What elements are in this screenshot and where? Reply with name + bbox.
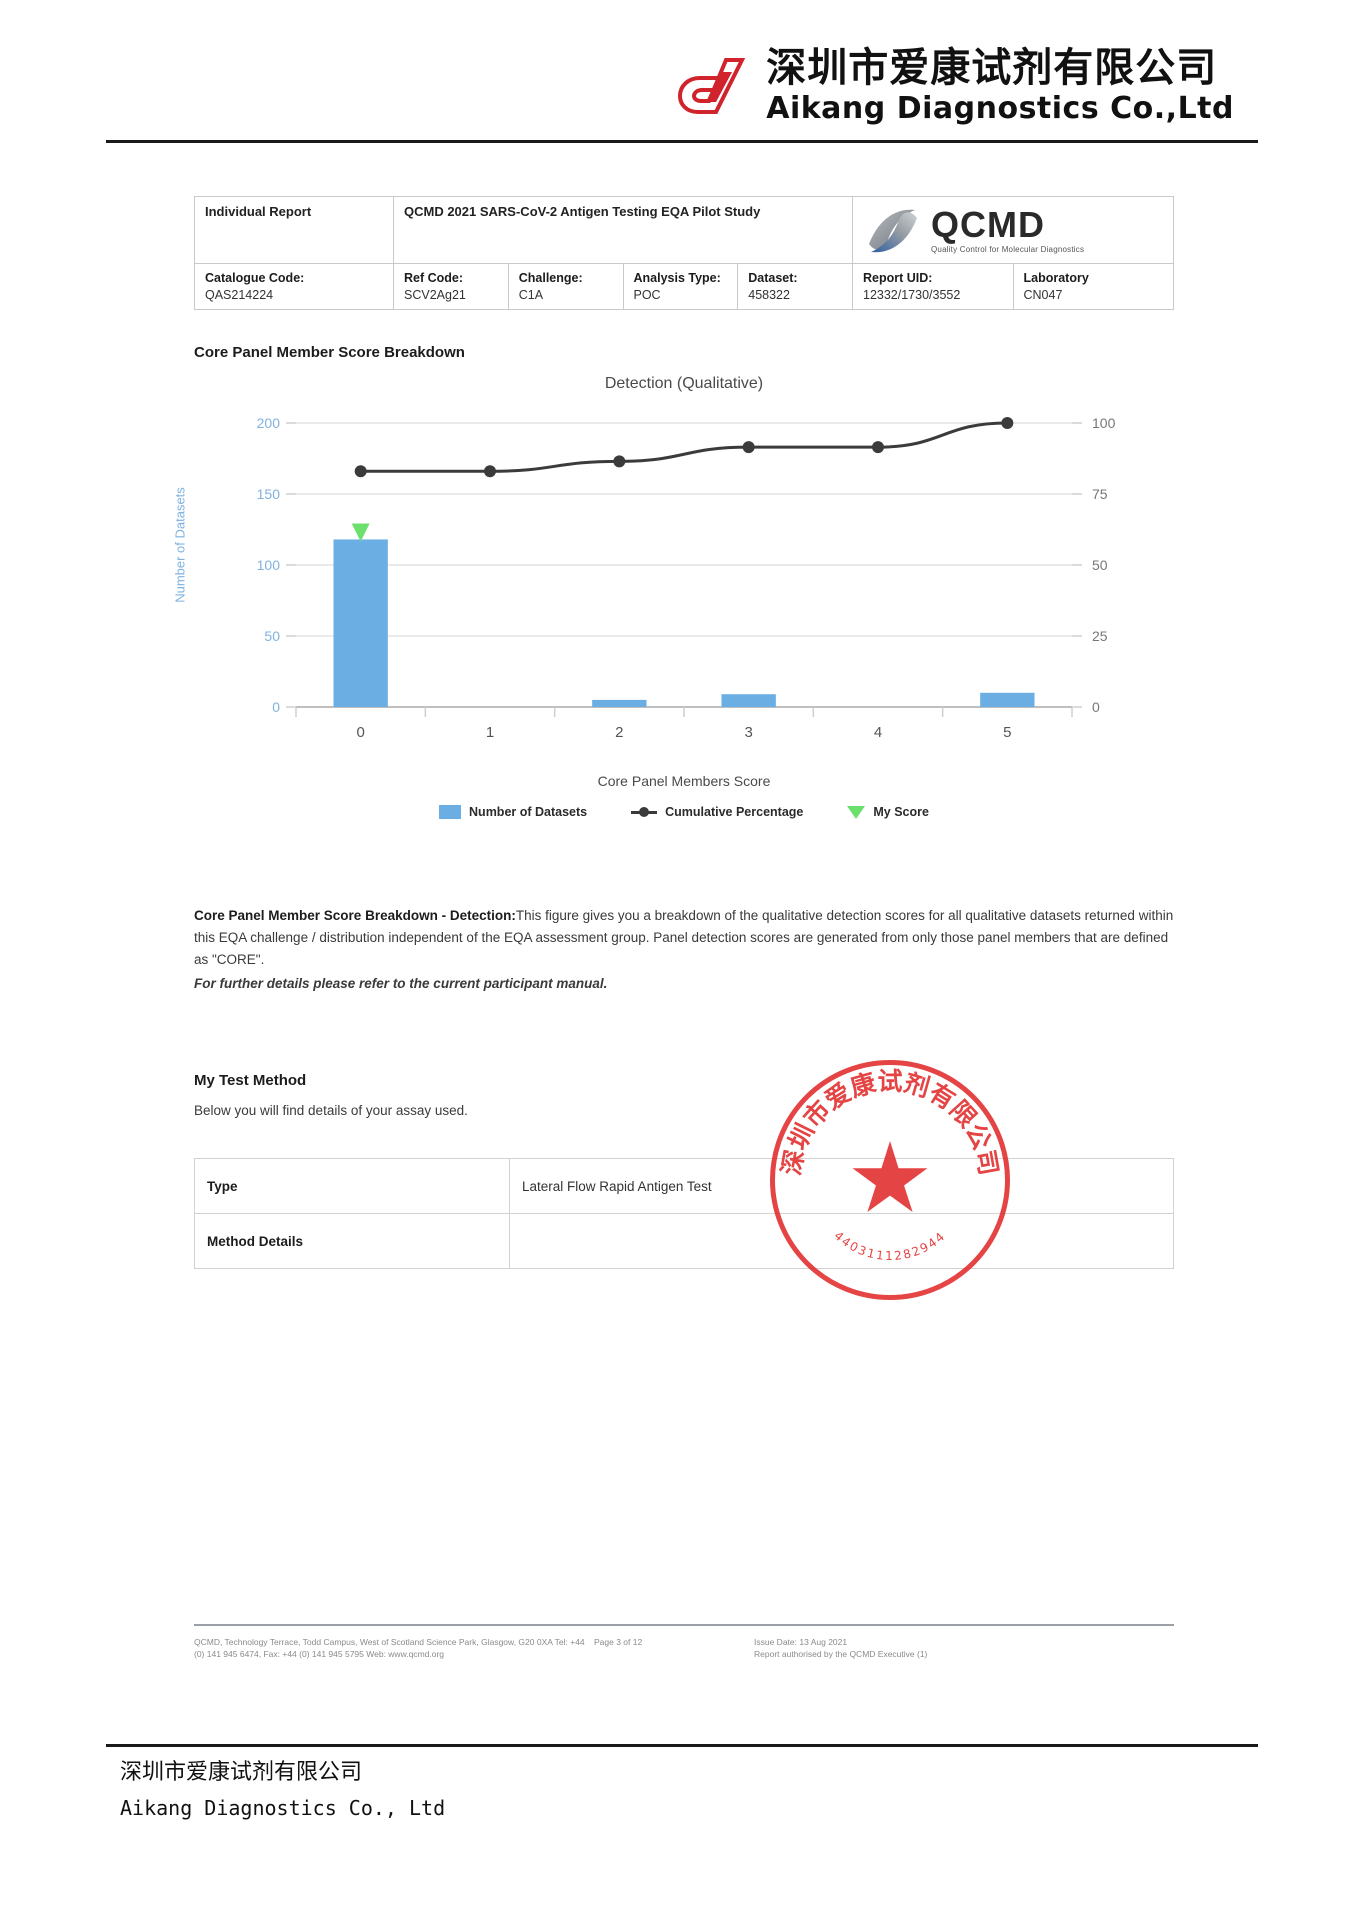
report-header-table: Individual Report QCMD 2021 SARS-CoV-2 A… — [194, 196, 1174, 310]
chart-plot-area: 0 50 100 150 200 0 25 50 75 100 0 1 2 3 4 5 — [234, 415, 1134, 755]
report-type-cell: Individual Report — [194, 196, 394, 264]
bar-swatch-icon — [439, 805, 462, 819]
caption-italic-note: For further details please refer to the … — [194, 975, 608, 991]
svg-text:4: 4 — [874, 724, 882, 741]
meta-label: Analysis Type: — [633, 271, 721, 285]
legend-item-datasets: Number of Datasets — [439, 805, 587, 819]
chart-y-axis-label: Number of Datasets — [172, 487, 188, 603]
qcmd-swirl-icon — [863, 204, 923, 256]
my-test-method-table: Type Lateral Flow Rapid Antigen Test Met… — [194, 1158, 1174, 1270]
svg-text:1: 1 — [486, 724, 494, 741]
table-row: Catalogue Code: QAS214224 Ref Code: SCV2… — [194, 263, 1174, 310]
meta-value: CN047 — [1023, 288, 1063, 302]
chart-title: Detection (Qualitative) — [604, 375, 764, 392]
meta-value: C1A — [518, 288, 544, 302]
letterhead-divider — [106, 140, 1258, 143]
svg-text:75: 75 — [1092, 486, 1108, 502]
meta-cell-catalogue-code: Catalogue Code: QAS214224 — [194, 263, 394, 310]
doc-footer-issue: Issue Date: 13 Aug 2021 Report authorise… — [754, 1636, 1174, 1661]
doc-footer-authorised: Report authorised by the QCMD Executive … — [754, 1649, 928, 1660]
doc-footer-divider — [194, 1624, 1174, 1626]
meta-label: Challenge: — [518, 271, 583, 285]
triangle-marker-icon — [847, 805, 866, 819]
legend-item-cumulative: Cumulative Percentage — [631, 805, 803, 819]
svg-text:100: 100 — [1092, 415, 1116, 431]
meta-label: Laboratory — [1023, 271, 1089, 285]
letterhead-company-cn: 深圳市爱康试剂有限公司 — [766, 45, 1218, 91]
legend-label: Cumulative Percentage — [665, 805, 804, 819]
meta-value: QAS214224 — [205, 288, 274, 302]
svg-text:100: 100 — [257, 557, 281, 573]
meta-cell-analysis-type: Analysis Type: POC — [622, 263, 739, 310]
meta-cell-report-uid: Report UID: 12332/1730/3552 — [852, 263, 1014, 310]
chart-x-axis-label: Core Panel Members Score — [597, 773, 771, 789]
svg-text:150: 150 — [257, 486, 281, 502]
svg-text:2: 2 — [615, 724, 623, 741]
svg-text:0: 0 — [272, 699, 280, 715]
page-letterhead: 深圳市爱康试剂有限公司 Aikang Diagnostics Co.,Ltd — [0, 0, 1364, 152]
method-row-key: Type — [194, 1158, 510, 1215]
doc-footer-page: Page 3 of 12 — [594, 1637, 643, 1647]
meta-cell-laboratory: Laboratory CN047 — [1012, 263, 1174, 310]
svg-text:25: 25 — [1092, 628, 1108, 644]
table-row: Method Details — [194, 1213, 1174, 1270]
svg-text:50: 50 — [1092, 557, 1108, 573]
legend-item-my-score: My Score — [847, 805, 929, 819]
table-row: Individual Report QCMD 2021 SARS-CoV-2 A… — [194, 196, 1174, 264]
table-row: Type Lateral Flow Rapid Antigen Test — [194, 1158, 1174, 1215]
caption-lead: Core Panel Member Score Breakdown - Dete… — [194, 908, 516, 923]
legend-label: Number of Datasets — [469, 805, 588, 819]
svg-text:50: 50 — [264, 628, 280, 644]
qcmd-tagline: Quality Control for Molecular Diagnostic… — [931, 244, 1085, 254]
my-test-method-intro: Below you will find details of your assa… — [194, 1103, 468, 1119]
meta-label: Report UID: — [863, 271, 933, 285]
legend-label: My Score — [873, 805, 929, 819]
svg-text:0: 0 — [356, 724, 364, 741]
svg-text:200: 200 — [257, 415, 281, 431]
svg-text:0: 0 — [1092, 699, 1100, 715]
study-title-cell: QCMD 2021 SARS-CoV-2 Antigen Testing EQA… — [393, 196, 853, 264]
meta-value: POC — [633, 288, 661, 302]
meta-value: 12332/1730/3552 — [863, 288, 961, 302]
meta-label: Dataset: — [748, 271, 798, 285]
score-breakdown-chart: Detection (Qualitative) 0 50 100 150 200 0 25 5… — [173, 375, 1174, 845]
method-row-value: Lateral Flow Rapid Antigen Test — [509, 1158, 1174, 1215]
line-marker-icon — [631, 806, 658, 818]
page-footer: 深圳市爱康试剂有限公司 Aikang Diagnostics Co., Ltd — [120, 1756, 445, 1823]
meta-label: Ref Code: — [404, 271, 464, 285]
method-row-key: Method Details — [194, 1213, 510, 1270]
qcmd-wordmark: QCMD — [931, 203, 1045, 245]
report-body: Individual Report QCMD 2021 SARS-CoV-2 A… — [173, 196, 1174, 1270]
page-footer-company-cn: 深圳市爱康试剂有限公司 — [120, 1760, 363, 1785]
page-footer-company-en: Aikang Diagnostics Co., Ltd — [120, 1796, 446, 1820]
aikang-logo-icon — [676, 50, 748, 122]
section-heading: Core Panel Member Score Breakdown — [194, 344, 465, 361]
meta-value: SCV2Ag21 — [404, 288, 466, 302]
svg-text:3: 3 — [744, 724, 752, 741]
meta-cell-challenge: Challenge: C1A — [507, 263, 624, 310]
page-footer-divider — [106, 1744, 1258, 1747]
meta-label: Catalogue Code: — [205, 271, 305, 285]
meta-value: 458322 — [748, 288, 790, 302]
svg-text:5: 5 — [1003, 724, 1011, 741]
chart-caption: Core Panel Member Score Breakdown - Dete… — [194, 905, 1174, 994]
meta-cell-dataset: Dataset: 458322 — [737, 263, 853, 310]
my-test-method-heading: My Test Method — [194, 1072, 307, 1090]
caption-body: This figure gives you a breakdown of the… — [194, 908, 1174, 967]
qcmd-logo-cell: QCMD Quality Control for Molecular Diagn… — [852, 196, 1174, 264]
doc-footer: QCMD, Technology Terrace, Todd Campus, W… — [194, 1636, 1174, 1661]
letterhead-company-en: Aikang Diagnostics Co.,Ltd — [766, 91, 1234, 126]
doc-footer-address: QCMD, Technology Terrace, Todd Campus, W… — [194, 1637, 585, 1660]
chart-legend: Number of Datasets Cumulative Percentage… — [194, 805, 1174, 819]
chart-svg: 0 50 100 150 200 0 25 50 75 100 0 1 2 3 4 5 — [257, 415, 1116, 741]
doc-footer-issue-date: Issue Date: 13 Aug 2021 — [754, 1637, 848, 1647]
method-row-value — [509, 1213, 1174, 1270]
meta-cell-ref-code: Ref Code: SCV2Ag21 — [393, 263, 509, 310]
